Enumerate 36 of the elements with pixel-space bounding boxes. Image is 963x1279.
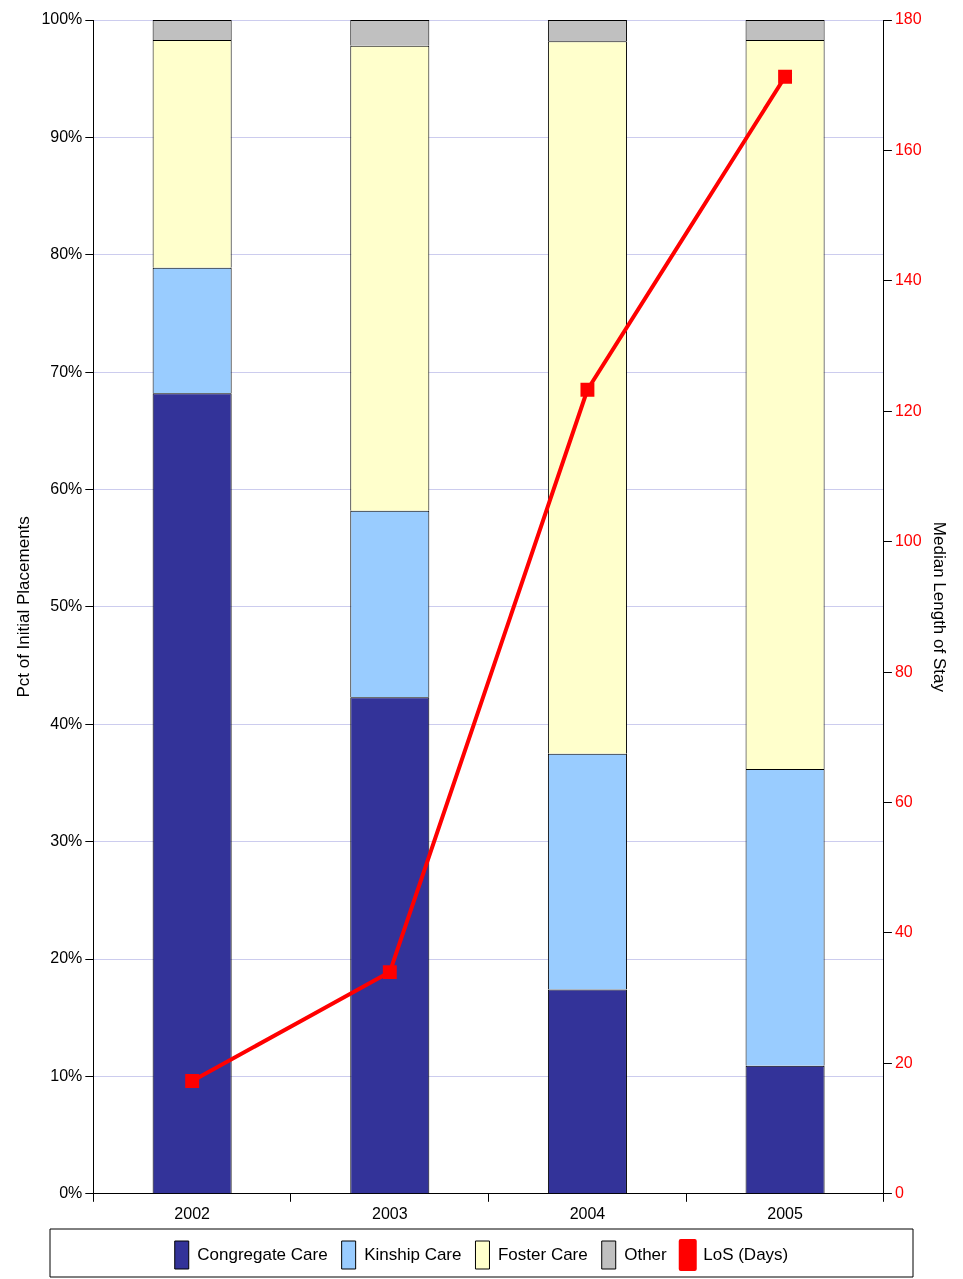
y-tick-label: 20% <box>50 949 83 967</box>
y2-tick-label: 140 <box>894 271 922 289</box>
y-tick-label: 100% <box>41 10 83 28</box>
y-axis-title: Pct of Initial Placements <box>13 516 33 698</box>
y-tick-label: 60% <box>50 479 83 497</box>
y2-tick-label: 180 <box>894 10 922 28</box>
y2-tick-label: 60 <box>894 792 913 810</box>
x-tick-label: 2003 <box>371 1204 408 1222</box>
y2-tick-label: 100 <box>894 532 922 550</box>
y-tick-label: 50% <box>50 597 83 615</box>
legend-label: Congregate Care <box>197 1244 328 1264</box>
y-tick-label: 90% <box>50 127 83 145</box>
legend-label: Other <box>624 1244 668 1264</box>
legend-label: Foster Care <box>497 1244 588 1264</box>
y2-tick-label: 40 <box>894 923 913 941</box>
y-tick-label: 80% <box>50 245 83 263</box>
legend-label: Kinship Care <box>364 1244 462 1264</box>
x-tick-label: 2004 <box>569 1204 606 1222</box>
y2-tick-label: 120 <box>894 401 922 419</box>
legend-label: LoS (Days) <box>703 1244 789 1264</box>
y2-tick-label: 160 <box>894 140 922 158</box>
y-tick-label: 30% <box>50 832 83 850</box>
y-tick-label: 70% <box>50 362 83 380</box>
y2-tick-label: 20 <box>894 1053 913 1071</box>
x-tick-label: 2002 <box>174 1204 211 1222</box>
x-tick-label: 2005 <box>767 1204 803 1222</box>
y-tick-label: 0% <box>59 1184 83 1202</box>
point <box>778 69 793 84</box>
y-tick-label: 40% <box>50 714 83 732</box>
point <box>185 1074 200 1088</box>
y-tick-label: 10% <box>50 1066 83 1084</box>
point <box>580 382 595 397</box>
y2-axis-title: Median Length of Stay <box>930 521 950 693</box>
y2-tick-label: 80 <box>894 662 913 680</box>
y2-tick-label: 0 <box>894 1184 904 1202</box>
point <box>382 965 397 980</box>
